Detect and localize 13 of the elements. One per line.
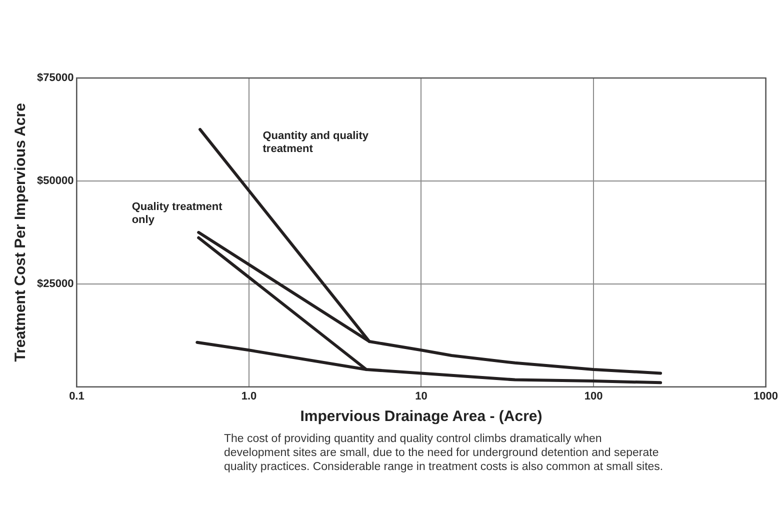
y-tick-label: $25000 [36, 278, 74, 290]
x-tick-label: 1.0 [241, 390, 257, 402]
x-axis-title: Impervious Drainage Area - (Acre) [300, 408, 542, 426]
y-axis-title: Treatment Cost Per Impervious Acre [12, 103, 30, 362]
annotation: Quantity and quality treatment [262, 130, 370, 156]
y-tick-label: $50000 [36, 174, 74, 187]
x-tick-label: 1000 [754, 390, 778, 402]
annotation: Quality treatment only [132, 201, 223, 226]
y-tick-label: $75000 [36, 72, 74, 84]
text: The cost of providing quantity and quality control climbs dramatically when development sites are small, due to the need for underground detention and seperate quality practices. Considerable range in treatment costs is also common at small sites. [224, 432, 664, 474]
x-tick-label: 10 [415, 390, 428, 402]
x-tick-label: 0.1 [69, 390, 84, 402]
x-tick-label: 100 [584, 390, 603, 402]
